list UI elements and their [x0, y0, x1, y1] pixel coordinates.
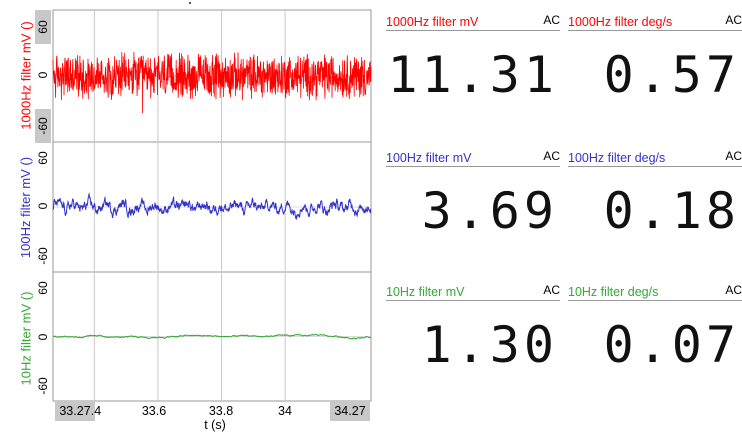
scope-plot-panel[interactable]: 1000Hz filter mV () 100Hz filter mV () 1… — [0, 0, 376, 432]
meter-100hz-mv[interactable]: 100Hz filter mV AC 3.69 — [386, 144, 560, 274]
meter-mode-button[interactable]: AC — [725, 13, 742, 27]
meter-mode-button[interactable]: AC — [543, 149, 560, 163]
y-tick-bottom-ch10: -60 — [36, 377, 50, 395]
meter-mode-button[interactable]: AC — [543, 13, 560, 27]
y-tick-top-ch100: 60 — [36, 151, 50, 165]
x-tick-label: 33.8 — [208, 404, 234, 418]
meter-header: 1000Hz filter mV AC — [386, 8, 560, 31]
meter-value: 0.07 — [603, 316, 740, 374]
meter-header: 100Hz filter mV AC — [386, 144, 560, 167]
y-tick-zero-ch100: 0 — [36, 202, 50, 210]
x-tick-label: 34 — [278, 404, 292, 418]
y-tick-bottom-ch100: -60 — [36, 247, 50, 265]
meter-value: 0.57 — [603, 46, 740, 104]
meter-title: 1000Hz filter deg/s — [568, 15, 673, 29]
meter-value: 3.69 — [421, 182, 558, 240]
meter-header: 100Hz filter deg/s AC — [568, 144, 742, 167]
meter-value: 1.30 — [421, 316, 558, 374]
y-axis-label: 1000Hz filter mV () — [18, 20, 34, 130]
meter-1000hz-mv[interactable]: 1000Hz filter mV AC 11.31 — [386, 8, 560, 138]
meter-header: 10Hz filter mV AC — [386, 278, 560, 301]
meter-header: 10Hz filter deg/s AC — [568, 278, 742, 301]
meter-mode-button[interactable]: AC — [725, 283, 742, 297]
x-range-end[interactable]: 34.27 — [330, 401, 370, 421]
meter-value: 0.18 — [603, 182, 740, 240]
meter-title: 10Hz filter deg/s — [568, 285, 659, 299]
meter-title: 100Hz filter mV — [386, 151, 472, 165]
meter-100hz-deg[interactable]: 100Hz filter deg/s AC 0.18 — [568, 144, 742, 274]
meter-header: 1000Hz filter deg/s AC — [568, 8, 742, 31]
marker-dot — [189, 2, 191, 4]
x-range-start[interactable]: 33.27 — [55, 401, 95, 421]
meter-1000hz-deg[interactable]: 1000Hz filter deg/s AC 0.57 — [568, 8, 742, 138]
y-axis-label: 100Hz filter mV () — [18, 156, 34, 258]
trace-ch1000 — [52, 52, 372, 114]
meter-10hz-mv[interactable]: 10Hz filter mV AC 1.30 — [386, 278, 560, 408]
meter-title: 1000Hz filter mV — [386, 15, 479, 29]
y-tick-zero-ch1000: 0 — [36, 71, 50, 79]
meter-mode-button[interactable]: AC — [543, 283, 560, 297]
trace-ch10 — [52, 333, 372, 340]
meter-mode-button[interactable]: AC — [725, 149, 742, 163]
meter-value: 11.31 — [387, 46, 558, 104]
x-tick-label: 33.6 — [141, 404, 167, 418]
trace-ch100 — [52, 192, 372, 221]
y-tick-top-ch1000[interactable]: 60 — [35, 10, 51, 44]
x-axis-label: t (s) — [204, 418, 226, 432]
meter-10hz-deg[interactable]: 10Hz filter deg/s AC 0.07 — [568, 278, 742, 408]
meter-title: 10Hz filter mV — [386, 285, 465, 299]
y-axis-label: 10Hz filter mV () — [18, 291, 34, 385]
y-tick-zero-ch10: 0 — [36, 333, 50, 341]
meter-title: 100Hz filter deg/s — [568, 151, 666, 165]
y-tick-top-ch10: 60 — [36, 281, 50, 295]
x-tick-label: .4 — [90, 404, 102, 418]
scope-plot-canvas[interactable] — [0, 0, 376, 432]
y-tick-bottom-ch1000[interactable]: -60 — [35, 109, 51, 143]
